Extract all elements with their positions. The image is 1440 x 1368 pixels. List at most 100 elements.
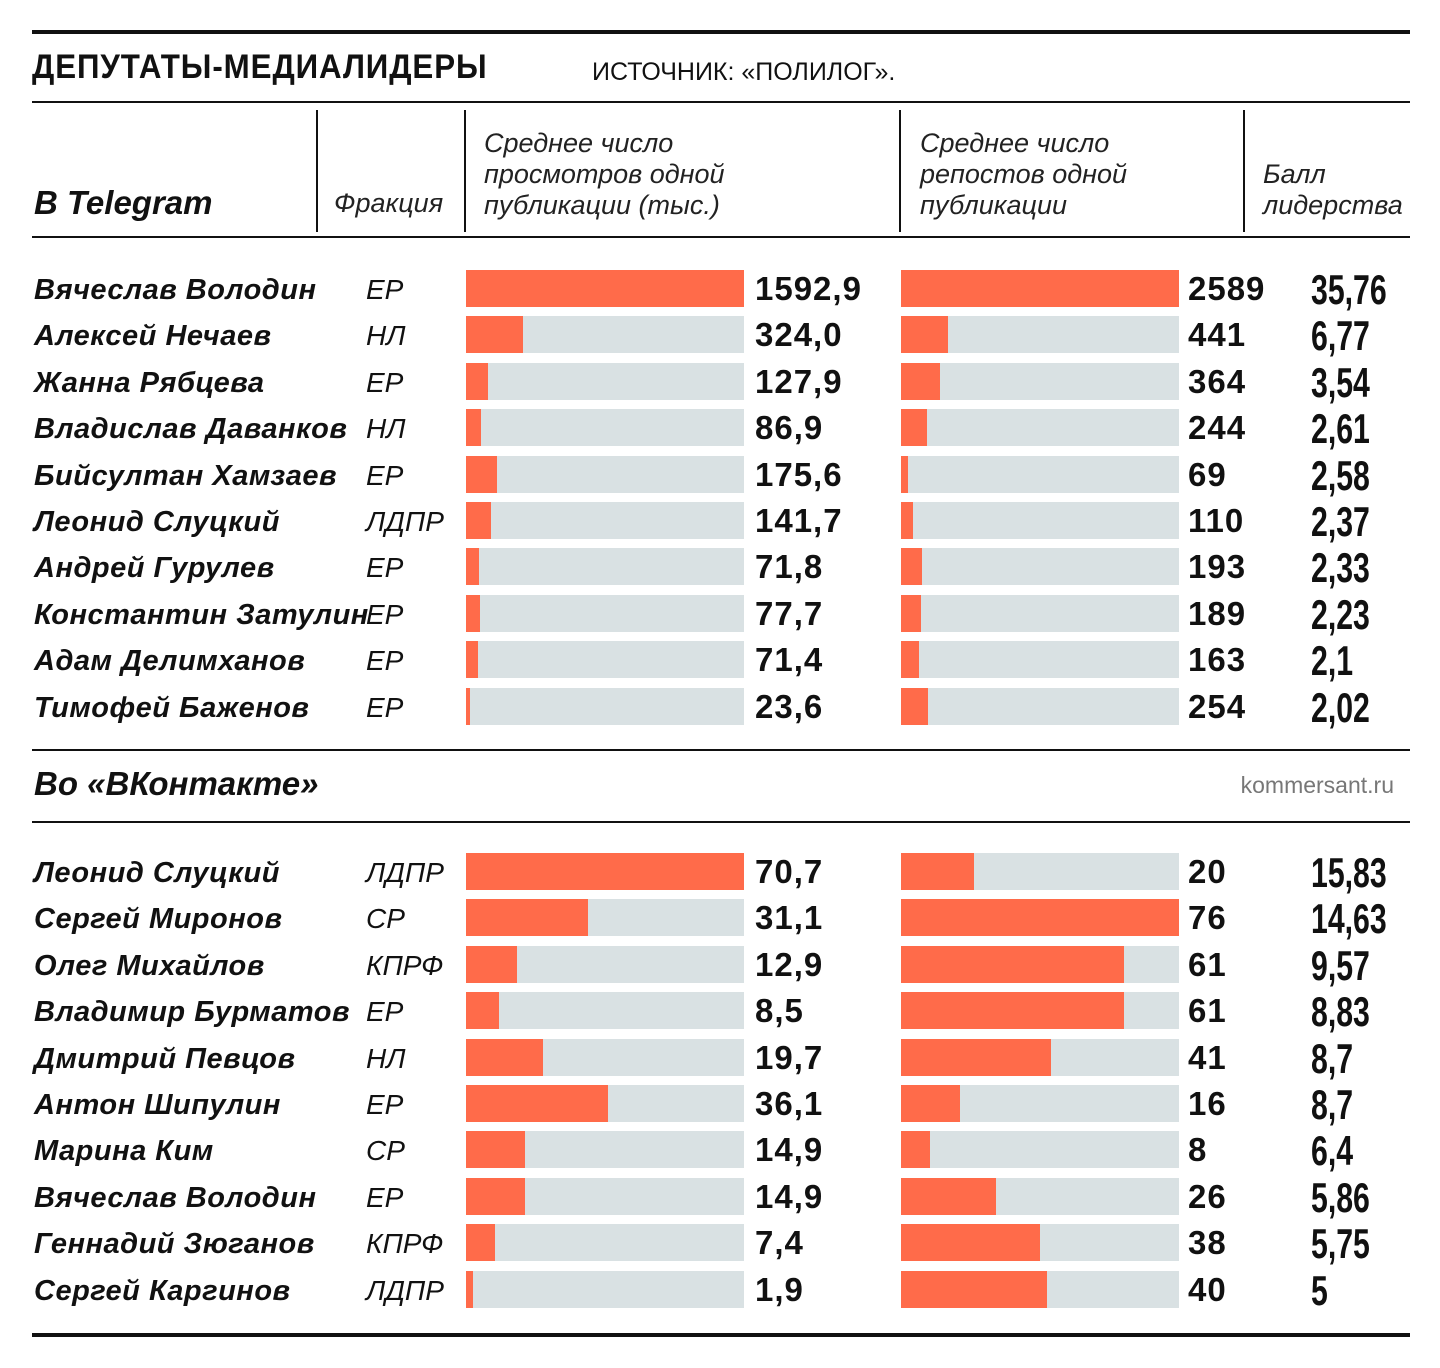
- views-value-label: 1592,9: [755, 270, 862, 307]
- telegram-row: Андрей Гурулев ЕР 71,8 193 2,33: [0, 544, 1440, 591]
- views-header-line-1: Среднее число: [484, 128, 674, 158]
- reposts-bar: [901, 1131, 931, 1169]
- leadership-score: 2,1: [1311, 637, 1354, 685]
- deputy-name: Адам Делимханов: [34, 645, 306, 678]
- faction-label: ЕР: [366, 645, 404, 677]
- leadership-score: 2,23: [1311, 590, 1370, 638]
- reposts-bar: [901, 270, 1179, 307]
- reposts-bar-track: [901, 362, 1179, 400]
- views-value-label: 71,4: [755, 641, 824, 679]
- reposts-bar-track: [901, 945, 1179, 983]
- faction-label: ЛДПР: [366, 506, 444, 537]
- reposts-value-label: 8: [1188, 1131, 1208, 1169]
- views-value-label: 14,9: [755, 1177, 824, 1215]
- deputy-name: Владислав Даванков: [34, 413, 348, 446]
- reposts-bar-track: [901, 1177, 1179, 1215]
- reposts-bar: [901, 362, 941, 400]
- views-bar-track: [466, 1224, 744, 1262]
- reposts-bar: [901, 992, 1125, 1030]
- bottom-rule: [32, 1333, 1410, 1337]
- reposts-value-label: 69: [1188, 455, 1227, 493]
- faction-label: ЕР: [366, 552, 404, 584]
- faction-label: СР: [366, 1135, 405, 1167]
- leadership-score: 2,58: [1311, 451, 1370, 499]
- reposts-value-label: 61: [1188, 945, 1227, 983]
- views-bar-track: [466, 1038, 744, 1076]
- faction-label: НЛ: [366, 320, 406, 352]
- vkontakte-row: Леонид Слуцкий ЛДПР 70,7 20 15,83: [0, 849, 1440, 896]
- views-bar-track: [466, 548, 744, 586]
- deputy-name: Алексей Нечаев: [34, 320, 272, 353]
- reposts-bar-track: [901, 687, 1179, 725]
- views-value-label: 141,7: [755, 502, 843, 539]
- views-bar-track: [466, 1270, 744, 1308]
- views-header-line-2: просмотров одной: [484, 159, 725, 189]
- deputy-name: Геннадий Зюганов: [34, 1228, 315, 1261]
- faction-label: НЛ: [366, 413, 406, 445]
- deputy-name: Тимофей Баженов: [34, 691, 310, 724]
- views-value-label: 23,6: [755, 687, 824, 725]
- deputy-name: Леонид Слуцкий: [34, 857, 280, 889]
- column-separator-3: [899, 110, 901, 232]
- reposts-value-label: 2589: [1188, 270, 1266, 307]
- leadership-score: 2,37: [1311, 498, 1370, 545]
- faction-label: ЕР: [366, 1181, 404, 1213]
- deputy-name: Жанна Рябцева: [34, 366, 265, 399]
- column-separator-2: [464, 110, 466, 232]
- views-bar: [466, 594, 480, 632]
- views-bar: [466, 409, 482, 447]
- leadership-score: 2,61: [1311, 405, 1370, 453]
- deputy-name: Сергей Миронов: [34, 903, 283, 936]
- views-bar-track: [466, 270, 744, 307]
- faction-label: ЕР: [366, 598, 404, 630]
- deputy-name: Антон Шипулин: [34, 1089, 281, 1121]
- views-bar-track: [466, 362, 744, 400]
- reposts-bar-track: [901, 502, 1179, 539]
- faction-label: НЛ: [366, 1042, 406, 1074]
- faction-label: ЕР: [366, 691, 404, 723]
- leadership-score: 9,57: [1311, 941, 1370, 989]
- telegram-row: Владислав Даванков НЛ 86,9 244 2,61: [0, 405, 1440, 452]
- views-value-label: 36,1: [755, 1085, 824, 1122]
- views-bar: [466, 316, 523, 354]
- views-value-label: 77,7: [755, 594, 824, 632]
- deputy-name: Вячеслав Володин: [34, 1181, 317, 1214]
- views-header-line-3: публикации (тыс.): [484, 190, 720, 220]
- faction-label: ЛДПР: [366, 1274, 444, 1306]
- leadership-score: 5: [1311, 1266, 1328, 1314]
- views-bar-track: [466, 502, 744, 539]
- reposts-bar-track: [901, 1224, 1179, 1262]
- views-bar: [466, 1038, 544, 1076]
- reposts-value-label: 193: [1188, 548, 1247, 586]
- reposts-bar-track: [901, 270, 1179, 307]
- leadership-score: 6,77: [1311, 312, 1370, 360]
- views-bar-track: [466, 641, 744, 679]
- deputy-name: Владимир Бурматов: [34, 996, 351, 1029]
- views-value-label: 14,9: [755, 1131, 824, 1169]
- reposts-bar: [901, 316, 949, 354]
- reposts-bar: [901, 899, 1179, 937]
- reposts-bar-track: [901, 1270, 1179, 1308]
- views-bar: [466, 362, 489, 400]
- faction-label: ЕР: [366, 274, 404, 305]
- telegram-row: Константин Затулин ЕР 77,7 189 2,23: [0, 591, 1440, 638]
- reposts-value-label: 40: [1188, 1270, 1227, 1308]
- reposts-bar-track: [901, 641, 1179, 679]
- reposts-bar: [901, 641, 919, 679]
- section-title-vkontakte: Во «ВКонтакте»: [34, 765, 319, 802]
- leadership-score: 6,4: [1311, 1127, 1354, 1175]
- vkontakte-row: Сергей Каргинов ЛДПР 1,9 40 5: [0, 1267, 1440, 1314]
- deputy-name: Андрей Гурулев: [34, 552, 275, 585]
- deputy-name: Олег Михайлов: [34, 949, 265, 982]
- views-bar-track: [466, 992, 744, 1030]
- telegram-row: Леонид Слуцкий ЛДПР 141,7 110 2,37: [0, 498, 1440, 545]
- telegram-row: Алексей Нечаев НЛ 324,0 441 6,77: [0, 312, 1440, 359]
- reposts-header-line-3: публикации: [920, 190, 1068, 220]
- top-rule: [32, 30, 1410, 34]
- reposts-bar-track: [901, 1038, 1179, 1076]
- views-value-label: 71,8: [755, 548, 824, 586]
- reposts-bar-track: [901, 316, 1179, 354]
- chart-title: ДЕПУТАТЫ-МЕДИАЛИДЕРЫ: [32, 48, 488, 86]
- reposts-bar-track: [901, 409, 1179, 447]
- reposts-bar: [901, 409, 928, 447]
